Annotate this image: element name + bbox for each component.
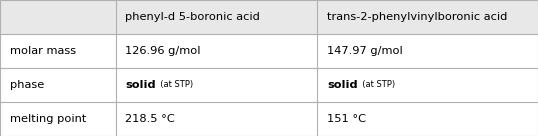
Text: (at STP): (at STP) [155,81,193,89]
Text: 126.96 g/mol: 126.96 g/mol [125,46,201,56]
Text: 151 °C: 151 °C [327,114,366,124]
Text: 218.5 °C: 218.5 °C [125,114,175,124]
Text: solid: solid [327,80,358,90]
Text: molar mass: molar mass [10,46,76,56]
Bar [0,0,538,34]
Text: melting point: melting point [10,114,86,124]
Text: phenyl-d 5-boronic acid: phenyl-d 5-boronic acid [125,12,260,22]
Text: 147.97 g/mol: 147.97 g/mol [327,46,403,56]
Text: phase: phase [10,80,44,90]
Text: trans-2-phenylvinylboronic acid: trans-2-phenylvinylboronic acid [327,12,507,22]
Text: solid: solid [125,80,156,90]
Text: (at STP): (at STP) [357,81,395,89]
